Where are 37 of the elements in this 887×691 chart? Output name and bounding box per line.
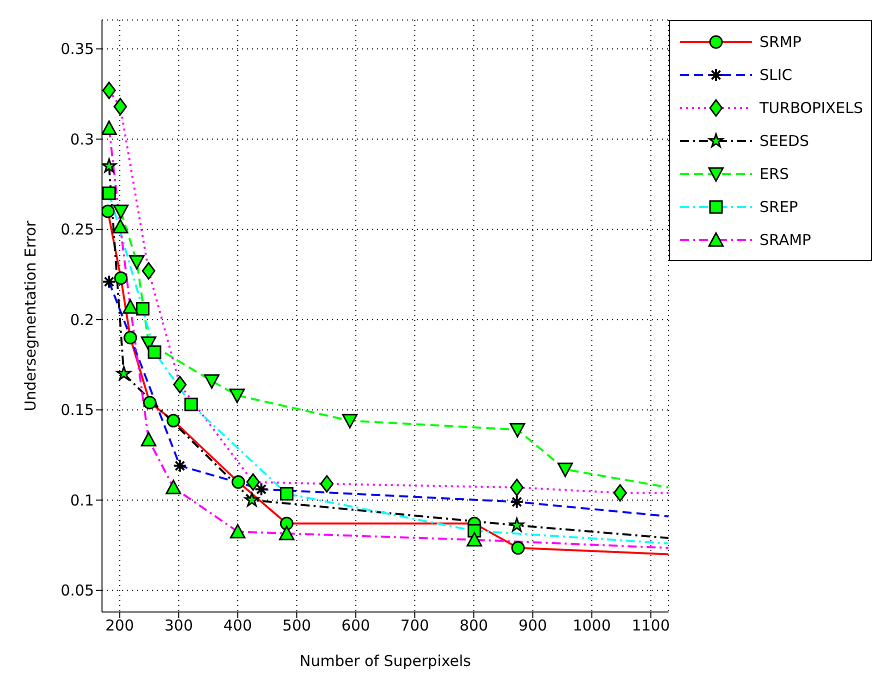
x-tick-label: 1000 [572, 616, 611, 635]
y-tick-label: 0.05 [60, 582, 94, 600]
point [557, 462, 573, 478]
point [204, 374, 220, 389]
point [102, 158, 116, 173]
point [129, 255, 145, 270]
legend-label: SRMP [760, 32, 802, 50]
legend-label: SEEDS [760, 132, 810, 150]
y-tick-label: 0.1 [70, 491, 94, 510]
x-tick-label: 1100 [632, 616, 670, 635]
y-tick-label: 0.3 [70, 130, 94, 148]
y-tick-label: 0.2 [70, 310, 94, 329]
x-tick-label: 800 [459, 616, 488, 635]
legend-label: SLIC [760, 66, 792, 84]
point [244, 492, 260, 507]
x-tick-label: 200 [105, 616, 134, 635]
x-tick-label: 400 [223, 616, 252, 635]
y-axis-title: Undersegmentation Error [21, 220, 40, 412]
x-tick-label: 500 [282, 616, 312, 635]
point [113, 204, 129, 220]
legend-label: SREP [760, 198, 798, 216]
y-tick-label: 0.15 [60, 401, 94, 420]
point [510, 422, 526, 438]
legend-label: TURBOPIXELS [760, 98, 863, 116]
y-tick-label: 0.35 [60, 40, 94, 58]
point [342, 414, 358, 428]
x-axis-title: Number of Superpixels [299, 652, 472, 670]
legend-label: SRAMP [760, 230, 812, 248]
x-tick-label: 600 [341, 616, 370, 635]
x-tick-label: 700 [400, 616, 430, 635]
point [229, 388, 245, 404]
x-tick-label: 900 [518, 616, 548, 635]
legend-label: ERS [760, 164, 789, 182]
y-tick-label: 0.25 [60, 220, 94, 239]
point [116, 366, 132, 380]
point [509, 518, 524, 532]
x-tick-label: 300 [164, 616, 194, 635]
